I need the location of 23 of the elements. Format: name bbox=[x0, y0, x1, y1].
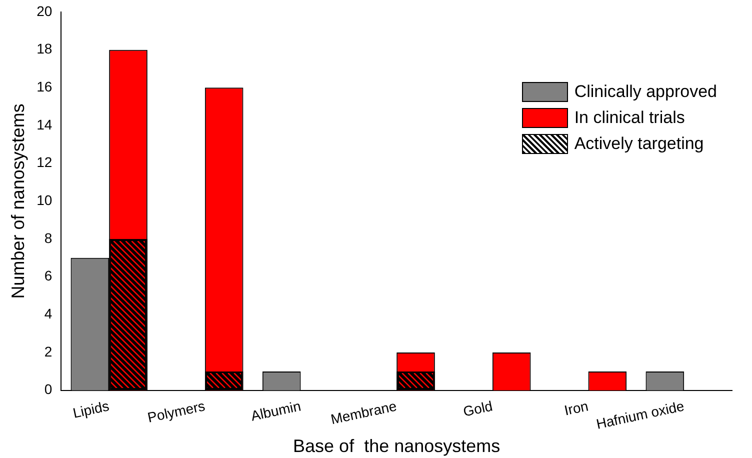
x-tick-label: Membrane bbox=[329, 398, 398, 428]
y-tick-label: 2 bbox=[44, 343, 52, 360]
legend-label: Clinically approved bbox=[574, 82, 717, 102]
y-axis-title: Number of nanosystems bbox=[8, 104, 28, 299]
y-tick-label: 8 bbox=[44, 230, 52, 246]
y-tick-label: 6 bbox=[44, 268, 52, 284]
legend-label: Actively targeting bbox=[574, 134, 704, 154]
y-tick-label: 12 bbox=[36, 154, 52, 170]
x-tick-label: Hafnium oxide bbox=[594, 398, 686, 432]
x-axis-title: Base of the nanosystems bbox=[293, 436, 500, 456]
legend-label: In clinical trials bbox=[574, 108, 685, 128]
y-tick-label: 10 bbox=[36, 192, 52, 208]
y-tick-label: 4 bbox=[44, 306, 52, 322]
x-tick-label: Iron bbox=[562, 398, 590, 418]
x-tick-label: Polymers bbox=[146, 398, 206, 426]
x-tick-label: Lipids bbox=[71, 398, 111, 421]
y-tick-label: 0 bbox=[44, 381, 52, 398]
y-tick-label: 14 bbox=[36, 116, 52, 132]
x-tick-label: Gold bbox=[462, 398, 494, 420]
y-tick-label: 20 bbox=[36, 2, 52, 19]
y-tick-label: 18 bbox=[36, 40, 52, 57]
x-tick-label: Albumin bbox=[249, 398, 302, 424]
y-tick-label: 16 bbox=[36, 78, 52, 95]
